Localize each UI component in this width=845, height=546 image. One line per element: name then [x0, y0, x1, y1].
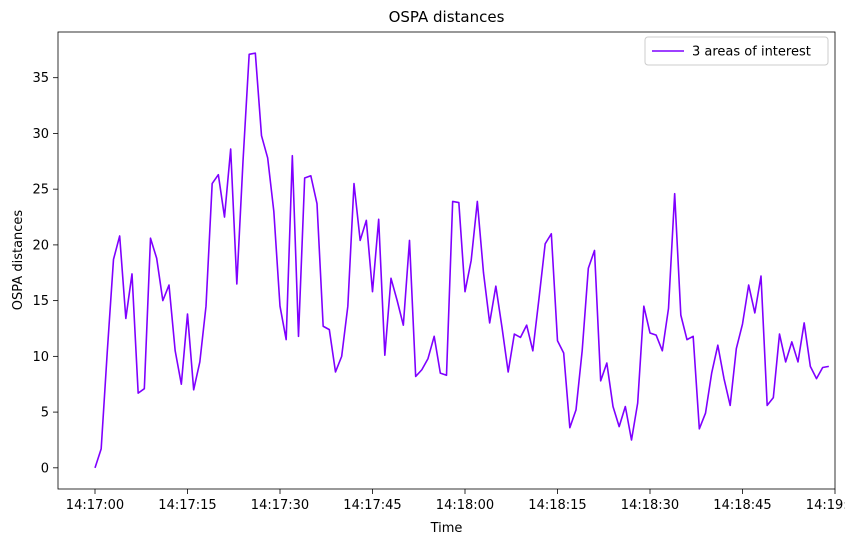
y-tick-label: 10 — [32, 350, 49, 365]
y-tick-label: 0 — [41, 461, 49, 476]
y-tick-label: 25 — [32, 183, 49, 198]
chart-title: OSPA distances — [389, 8, 505, 26]
x-tick-label: 14:18:15 — [528, 498, 586, 513]
series-line-3-areas-of-interest — [94, 52, 829, 469]
x-axis-label: Time — [430, 521, 463, 536]
plot-area — [58, 32, 835, 489]
x-tick-label: 14:17:45 — [343, 498, 401, 513]
legend-label: 3 areas of interest — [692, 45, 811, 60]
legend-box — [644, 36, 829, 66]
x-tick-label: 14:18:00 — [436, 498, 494, 513]
x-tick-label: 14:17:30 — [251, 498, 309, 513]
y-axis-label: OSPA distances — [11, 210, 26, 311]
y-tick-label: 35 — [32, 71, 49, 86]
x-tick-label: 14:17:15 — [158, 498, 216, 513]
x-tick-label: 14:18:30 — [621, 498, 679, 513]
y-tick-label: 30 — [32, 127, 49, 142]
y-axis: 0 5 10 15 20 25 30 35 — [32, 71, 58, 476]
y-tick-label: 15 — [32, 294, 49, 309]
x-tick-label: 14:19:00 — [806, 498, 845, 513]
x-tick-label: 14:18:45 — [713, 498, 771, 513]
legend: 3 areas of interest — [644, 36, 829, 66]
plot-frame — [57, 31, 836, 490]
x-tick-label: 14:17:00 — [66, 498, 124, 513]
y-tick-label: 20 — [32, 238, 49, 253]
y-tick-label: 5 — [41, 406, 49, 421]
x-axis: 14:17:00 14:17:15 14:17:30 14:17:45 14:18:00… — [66, 489, 845, 513]
